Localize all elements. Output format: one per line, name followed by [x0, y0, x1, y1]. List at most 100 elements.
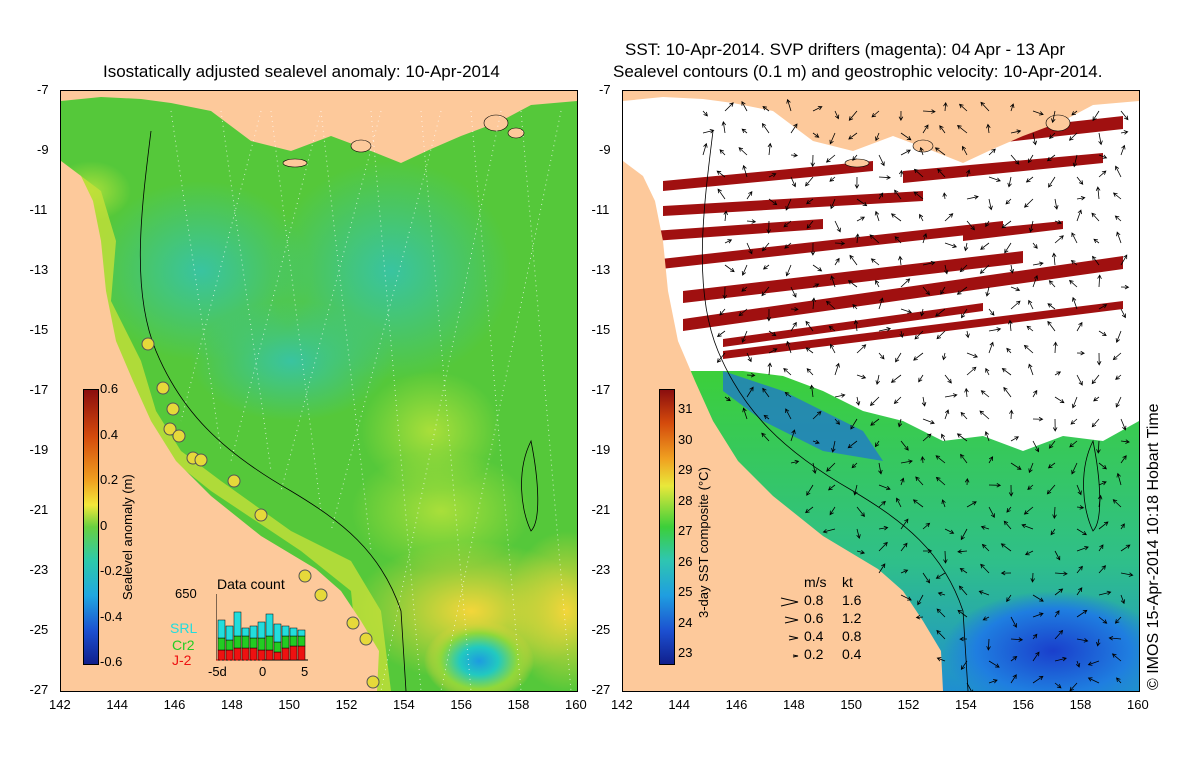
velocity-arrow	[1070, 259, 1078, 266]
velocity-arrow	[922, 260, 936, 266]
velocity-arrow	[1116, 677, 1122, 684]
sst-colorbar	[659, 389, 675, 665]
swath-stripes	[643, 91, 1123, 359]
y-tick-label: -11	[591, 202, 610, 217]
x-tick-label: 154	[955, 697, 977, 712]
data-count-bar	[297, 645, 306, 661]
velocity-arrow	[717, 188, 726, 200]
velocity-arrow	[965, 330, 970, 339]
velocity-arrow	[851, 462, 858, 469]
velocity-arrow	[1008, 319, 1013, 332]
velocity-arrow	[985, 286, 990, 297]
data-count-bar	[257, 637, 266, 651]
velocity-arrow	[1052, 418, 1058, 432]
velocity-arrow	[856, 216, 866, 222]
velocity-arrow	[1010, 462, 1022, 470]
velocity-arrow	[716, 330, 726, 338]
velocity-arrow	[768, 173, 777, 178]
velocity-arrow	[1071, 232, 1078, 244]
velocity-arrow	[1076, 374, 1083, 386]
velocity-unit-ms: m/s	[804, 574, 827, 590]
data-count-bar	[217, 637, 226, 651]
velocity-arrow	[875, 374, 880, 385]
colorbar-tick-label: 30	[678, 431, 693, 447]
velocity-arrow	[1000, 543, 1012, 552]
velocity-arrow	[944, 528, 955, 534]
velocity-arrow	[966, 352, 979, 358]
velocity-arrow	[1009, 409, 1014, 420]
x-tick-label: 142	[49, 697, 71, 712]
velocity-arrow	[944, 374, 952, 384]
velocity-arrow	[942, 192, 947, 200]
velocity-arrow	[785, 264, 792, 277]
velocity-arrow	[895, 352, 902, 363]
velocity-arrow	[878, 297, 884, 310]
velocity-arrow	[900, 132, 912, 141]
colorbar-tick-label: -0.6	[100, 654, 123, 669]
velocity-arrow	[1092, 110, 1100, 122]
velocity-arrow	[1028, 462, 1034, 474]
velocity-arrow	[1096, 440, 1101, 454]
velocity-arrow	[1032, 416, 1044, 422]
velocity-arrow	[829, 506, 836, 516]
velocity-arrow	[988, 506, 995, 518]
velocity-arrow	[812, 264, 823, 272]
velocity-arrow	[957, 549, 968, 554]
velocity-arrow	[1010, 300, 1021, 310]
velocity-arrow	[1076, 528, 1087, 536]
velocity-arrow	[957, 609, 968, 618]
velocity-arrow	[1108, 635, 1122, 641]
velocity-arrow	[1027, 484, 1034, 490]
y-tick-label: -17	[591, 382, 611, 397]
colorbar-tick-label: -0.4	[100, 608, 123, 624]
velocity-arrow	[1120, 594, 1126, 605]
velocity-arrow	[834, 362, 840, 376]
velocity-arrow	[1007, 176, 1012, 188]
velocity-arrow	[920, 308, 925, 317]
velocity-arrow	[719, 308, 726, 316]
velocity-arrow	[935, 308, 946, 317]
velocity-arrow	[805, 176, 814, 187]
velocity-arrow	[1028, 299, 1034, 310]
velocity-arrow	[1072, 154, 1078, 168]
velocity-arrow	[980, 525, 990, 530]
data-count-bar	[225, 639, 234, 651]
island	[483, 114, 509, 132]
velocity-arrow	[1098, 304, 1108, 310]
velocity-arrow	[1047, 462, 1056, 469]
velocity-arrow	[940, 286, 946, 295]
velocity-arrow	[1032, 242, 1038, 249]
velocity-arrow	[848, 110, 858, 121]
velocity-arrow	[1076, 321, 1083, 332]
data-count-bar	[233, 611, 242, 637]
velocity-arrow	[980, 563, 990, 574]
velocity-arrow	[722, 286, 727, 300]
y-tick-label: -19	[591, 442, 611, 457]
velocity-arrow	[1120, 418, 1127, 431]
velocity-arrow	[878, 192, 884, 200]
velocity-arrow	[943, 264, 949, 275]
data-count-title: Data count	[217, 576, 285, 592]
velocity-arrow	[936, 330, 946, 340]
velocity-arrow	[900, 477, 905, 486]
velocity-arrow	[962, 145, 968, 156]
y-tick-label: -27	[29, 682, 49, 697]
velocity-arrow	[1115, 374, 1122, 380]
velocity-arrow	[919, 146, 924, 156]
velocity-arrow	[980, 242, 990, 250]
velocity-arrow	[812, 283, 820, 288]
velocity-arrow	[1028, 220, 1034, 233]
velocity-arrow	[1091, 212, 1100, 222]
velocity-arrow	[935, 455, 946, 464]
velocity-arrow	[834, 241, 846, 246]
velocity-arrow	[1010, 436, 1020, 442]
velocity-arrow	[1052, 506, 1057, 519]
velocity-arrow	[852, 154, 858, 161]
velocity-arrow	[922, 233, 928, 244]
x-tick-label: 156	[450, 697, 473, 712]
velocity-arrow	[1098, 462, 1107, 470]
velocity-arrow	[806, 484, 814, 496]
velocity-arrow	[1093, 238, 1100, 244]
velocity-arrow	[761, 432, 770, 442]
velocity-arrow	[900, 518, 909, 530]
